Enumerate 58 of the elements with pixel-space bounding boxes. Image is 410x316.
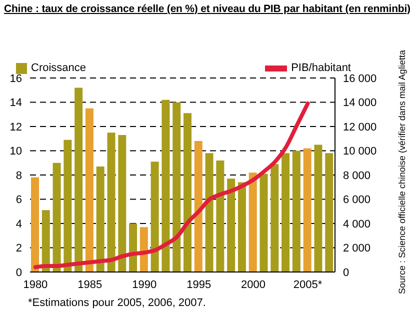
legend-label: PIB/habitant xyxy=(291,62,351,74)
x-tick-label: 1990 xyxy=(132,278,157,291)
chart-title: Chine : taux de croissance réelle (en %) et niveau du PIB par habitant (en renminbi) xyxy=(4,3,410,15)
bar xyxy=(96,166,104,272)
bar xyxy=(52,162,61,272)
y2-tick-label: 14 000 xyxy=(343,97,377,110)
bar xyxy=(162,100,170,272)
bar xyxy=(216,160,224,272)
x-tick-label: 2005* xyxy=(293,278,323,291)
y2-tick-label: 10 000 xyxy=(343,146,377,158)
y2-tick-label: 2 000 xyxy=(343,242,371,255)
y-tick-label: 0 xyxy=(16,266,22,279)
x-tick-label: 1985 xyxy=(78,278,102,291)
bar xyxy=(227,178,236,272)
line-series xyxy=(33,101,310,270)
bar xyxy=(292,150,300,272)
bar xyxy=(205,153,214,272)
bar xyxy=(248,172,257,272)
y-tick-label: 6 xyxy=(16,194,22,206)
bar xyxy=(85,108,94,272)
bar xyxy=(282,153,290,272)
bar xyxy=(314,144,322,272)
y-tick-label: 16 xyxy=(10,72,22,85)
bar xyxy=(140,227,148,272)
bar xyxy=(184,113,192,272)
y2-tick-label: 8 000 xyxy=(343,170,371,182)
y2-tick-label: 4 000 xyxy=(343,218,371,230)
bar xyxy=(31,177,39,272)
x-tick-label: 1980 xyxy=(23,278,48,291)
bar xyxy=(107,132,116,272)
source-note: Source : Science officielle chinoise (vérifier dans mail Aglietta xyxy=(397,50,407,294)
y-tick-label: 4 xyxy=(16,218,22,230)
text: *Estimations pour 2005, 2006, 2007. xyxy=(28,297,206,309)
bar xyxy=(325,153,334,272)
legend-label: Croissance xyxy=(31,62,86,74)
bar xyxy=(42,210,50,272)
bar xyxy=(194,141,202,272)
bar xyxy=(260,174,268,272)
x-tick-label: 1995 xyxy=(186,278,212,291)
bar xyxy=(150,162,159,272)
y-tick-label: 10 xyxy=(10,146,22,158)
bar xyxy=(238,182,246,272)
bar xyxy=(172,102,181,272)
bar xyxy=(129,224,138,272)
y-tick-label: 12 xyxy=(10,121,22,134)
bar xyxy=(270,164,279,272)
y2-tick-label: 12 000 xyxy=(343,121,377,134)
y-tick-label: 14 xyxy=(10,97,22,110)
y2-tick-label: 0 xyxy=(343,266,350,279)
y-tick-label: 8 xyxy=(16,170,22,182)
x-tick-label: 2000 xyxy=(241,278,266,291)
y2-tick-label: 6 000 xyxy=(343,194,371,206)
y2-tick-label: 16 000 xyxy=(343,72,377,85)
y-tick-label: 2 xyxy=(16,242,22,255)
bar xyxy=(74,88,83,272)
bar xyxy=(118,134,126,272)
bar xyxy=(64,140,72,272)
bar xyxy=(303,148,312,272)
